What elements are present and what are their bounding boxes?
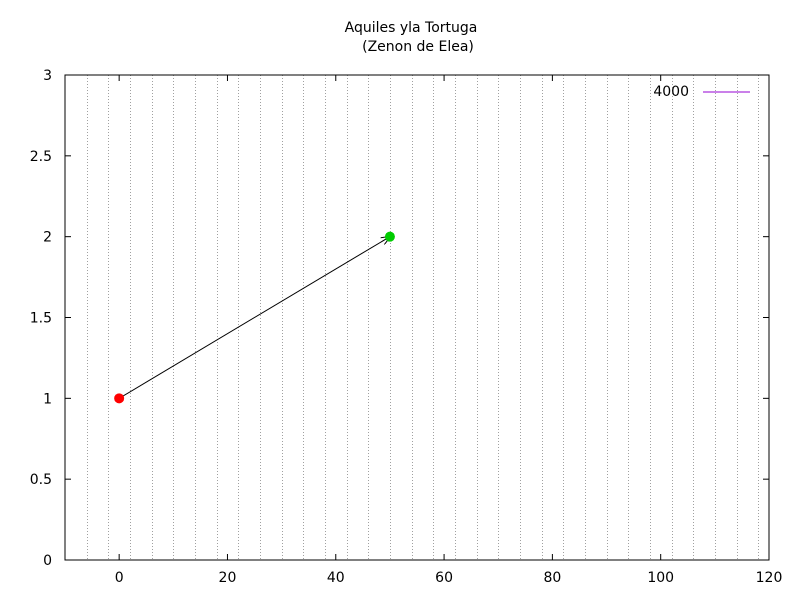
y-tick-label: 3 xyxy=(43,68,52,84)
y-tick-label: 1 xyxy=(43,391,52,407)
x-tick-label: 100 xyxy=(647,570,674,586)
legend-label: 4000 xyxy=(653,84,689,100)
y-tick-label: 0.5 xyxy=(30,472,52,488)
x-tick-label: 80 xyxy=(543,570,561,586)
x-tick-label: 20 xyxy=(219,570,237,586)
plot-frame xyxy=(64,74,770,561)
y-tick-label: 0 xyxy=(43,553,52,569)
y-tick-label: 2.5 xyxy=(30,149,52,165)
x-tick-label: 60 xyxy=(435,570,453,586)
y-tick-label: 1.5 xyxy=(30,311,52,327)
x-tick-label: 0 xyxy=(115,570,124,586)
grid xyxy=(87,75,759,560)
data-point xyxy=(114,393,125,404)
chart-marks xyxy=(114,231,395,404)
legend: 4000 xyxy=(653,84,750,100)
chart-title: Aquiles yla Tortuga xyxy=(345,20,478,36)
chart-subtitle: (Zenon de Elea) xyxy=(362,39,474,55)
x-tick-label: 40 xyxy=(327,570,345,586)
x-tick-label: 120 xyxy=(756,570,783,586)
y-tick-label: 2 xyxy=(43,230,52,246)
trajectory-arrow xyxy=(118,237,390,399)
data-point xyxy=(384,231,395,242)
axis-ticks: 0 20 40 60 80 100 120 0 0.5 1 1.5 2 2.5 3 xyxy=(30,68,783,586)
